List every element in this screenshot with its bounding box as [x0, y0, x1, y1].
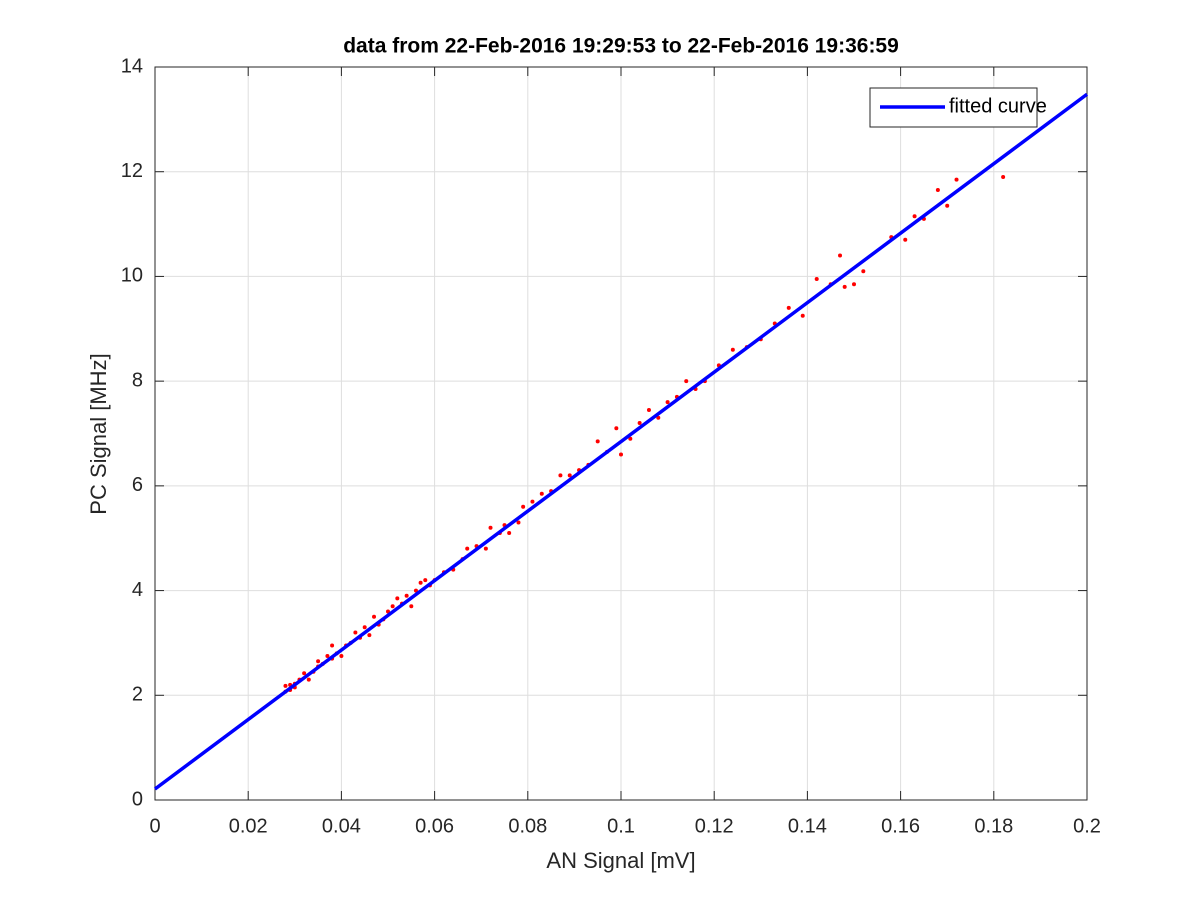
- x-tick-label: 0.1: [607, 815, 635, 837]
- data-point: [302, 671, 307, 676]
- data-point: [423, 578, 428, 583]
- data-point: [684, 379, 689, 384]
- x-tick-label: 0.16: [881, 815, 920, 837]
- data-point: [665, 400, 670, 405]
- data-point: [372, 614, 377, 619]
- data-point: [619, 452, 623, 457]
- data-point: [558, 473, 563, 478]
- data-point: [488, 525, 493, 530]
- legend-box: [869, 87, 1038, 128]
- data-point: [637, 421, 642, 426]
- data-point: [418, 580, 423, 585]
- data-point: [730, 347, 735, 352]
- data-point: [656, 415, 661, 420]
- y-tick-label: 2: [132, 684, 143, 706]
- data-point: [404, 593, 409, 598]
- data-point: [852, 282, 856, 287]
- x-tick-label: 0: [149, 815, 160, 837]
- data-point: [646, 407, 651, 412]
- data-point: [530, 499, 535, 504]
- axes-box: [154, 66, 1088, 801]
- y-tick-label: 4: [132, 579, 143, 601]
- y-tick-label: 6: [132, 474, 143, 496]
- data-point: [786, 305, 791, 310]
- x-axis-label: AN Signal [mV]: [546, 848, 695, 873]
- data-point: [935, 188, 940, 193]
- data-point: [521, 504, 526, 509]
- legend-label: fitted curve: [949, 95, 1047, 117]
- data-point: [539, 491, 544, 496]
- data-point: [339, 654, 344, 659]
- data-point: [316, 659, 321, 664]
- data-point: [567, 473, 572, 478]
- y-axis-label: PC Signal [MHz]: [86, 353, 111, 514]
- data-point: [814, 277, 819, 282]
- data-point: [861, 269, 866, 274]
- data-point: [945, 203, 950, 208]
- data-point: [325, 654, 330, 659]
- data-point: [903, 237, 908, 242]
- x-tick-label: 0.08: [508, 815, 547, 837]
- y-tick-label: 0: [132, 788, 143, 810]
- data-point: [409, 604, 414, 609]
- x-tick-label: 0.02: [229, 815, 268, 837]
- data-point: [283, 683, 288, 688]
- y-tick-label: 12: [121, 160, 143, 182]
- data-point: [330, 643, 335, 648]
- data-point: [395, 596, 400, 601]
- data-point: [465, 546, 470, 551]
- data-point: [306, 677, 311, 682]
- x-tick-label: 0.04: [322, 815, 361, 837]
- data-point: [1001, 174, 1006, 179]
- data-point: [516, 520, 521, 525]
- data-point: [367, 633, 372, 638]
- data-point: [628, 436, 633, 441]
- x-tick-label: 0.18: [974, 815, 1013, 837]
- data-point: [614, 426, 619, 431]
- data-point: [838, 253, 843, 258]
- x-tick-label: 0.2: [1073, 815, 1101, 837]
- data-point: [362, 625, 367, 630]
- data-point: [954, 177, 959, 182]
- data-point: [912, 214, 917, 219]
- y-tick-label: 10: [121, 265, 143, 287]
- data-point: [483, 546, 488, 551]
- y-tick-label: 14: [121, 55, 143, 77]
- data-point: [595, 439, 600, 444]
- data-point: [800, 313, 805, 318]
- data-point: [390, 604, 395, 609]
- data-point: [353, 630, 358, 635]
- data-point: [507, 530, 512, 535]
- fit-line: [153, 92, 1089, 791]
- chart-title: data from 22-Feb-2016 19:29:53 to 22-Feb…: [343, 35, 899, 58]
- data-point: [842, 284, 847, 289]
- y-tick-label: 8: [132, 369, 143, 391]
- x-tick-label: 0.14: [788, 815, 827, 837]
- x-tick-label: 0.12: [695, 815, 734, 837]
- x-tick-label: 0.06: [415, 815, 454, 837]
